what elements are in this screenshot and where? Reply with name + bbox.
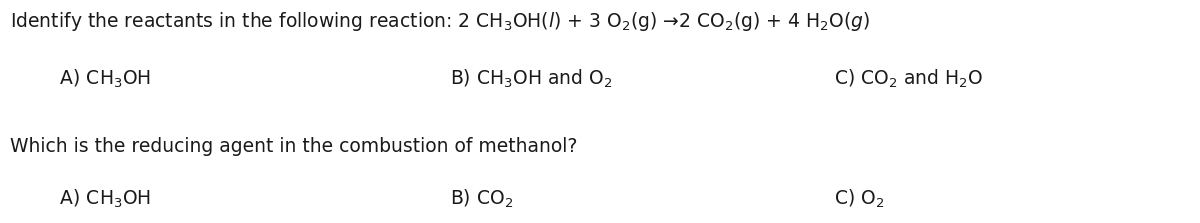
Text: Which is the reducing agent in the combustion of methanol?: Which is the reducing agent in the combu… bbox=[10, 137, 577, 156]
Text: B) CO$_2$: B) CO$_2$ bbox=[450, 188, 514, 211]
Text: Identify the reactants in the following reaction: 2 CH$_3$OH($\it{l}$) + 3 O$_2$: Identify the reactants in the following … bbox=[10, 10, 870, 33]
Text: A) CH$_3$OH: A) CH$_3$OH bbox=[36, 68, 151, 90]
Text: B) CH$_3$OH and O$_2$: B) CH$_3$OH and O$_2$ bbox=[450, 68, 612, 90]
Text: C) O$_2$: C) O$_2$ bbox=[834, 188, 884, 211]
Text: A) CH$_3$OH: A) CH$_3$OH bbox=[36, 188, 151, 211]
Text: C) CO$_2$ and H$_2$O: C) CO$_2$ and H$_2$O bbox=[834, 68, 983, 90]
